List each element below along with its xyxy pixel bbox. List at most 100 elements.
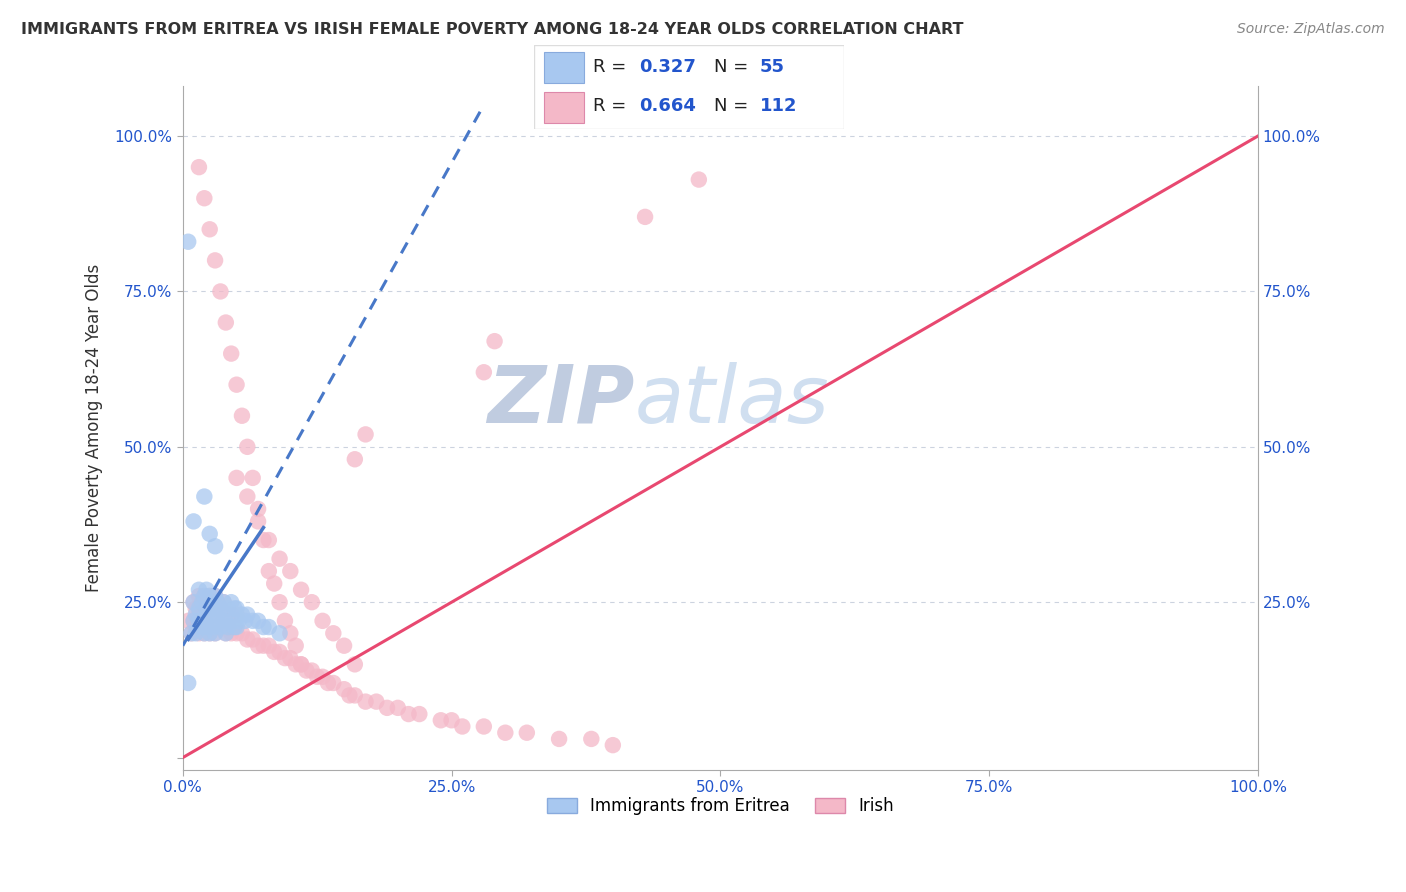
Point (233, 614, 256, 628)
Point (219, 595, 242, 609)
Legend: Immigrants from Eritrea, Irish: Immigrants from Eritrea, Irish (538, 789, 903, 823)
Point (193, 614, 215, 628)
Point (215, 626, 238, 640)
Point (688, 172, 710, 186)
Point (219, 607, 242, 622)
Point (188, 607, 211, 622)
Point (204, 626, 226, 640)
Point (188, 614, 211, 628)
Y-axis label: Female Poverty Among 18-24 Year Olds: Female Poverty Among 18-24 Year Olds (86, 264, 103, 592)
Text: N =: N = (714, 59, 754, 77)
Point (472, 365, 495, 379)
Point (207, 614, 229, 628)
Point (278, 626, 301, 640)
Point (193, 626, 215, 640)
Text: N =: N = (714, 96, 754, 114)
Point (193, 490, 215, 504)
Point (177, 676, 200, 690)
Point (207, 595, 229, 609)
Point (188, 601, 211, 615)
Point (343, 689, 366, 703)
Point (225, 471, 247, 485)
Point (263, 645, 285, 659)
Point (204, 253, 226, 268)
Point (219, 346, 242, 360)
Point (295, 664, 318, 678)
Point (225, 607, 247, 622)
Point (204, 589, 226, 603)
Point (193, 589, 215, 603)
Point (322, 626, 344, 640)
Point (602, 738, 624, 752)
Point (188, 160, 211, 174)
Point (193, 589, 215, 603)
Point (284, 639, 307, 653)
Point (430, 713, 453, 727)
Point (209, 601, 232, 615)
Point (198, 626, 221, 640)
Point (581, 731, 603, 746)
Point (204, 539, 226, 553)
Point (278, 564, 301, 578)
Point (225, 620, 247, 634)
FancyBboxPatch shape (534, 45, 844, 129)
Point (484, 334, 506, 348)
Point (236, 607, 259, 622)
Point (366, 695, 388, 709)
Point (301, 595, 323, 609)
Point (343, 657, 366, 672)
Text: Source: ZipAtlas.com: Source: ZipAtlas.com (1237, 22, 1385, 37)
Point (274, 614, 297, 628)
Point (209, 620, 232, 634)
Point (198, 589, 221, 603)
Text: R =: R = (593, 59, 633, 77)
Point (252, 533, 274, 547)
Point (217, 601, 239, 615)
Text: 55: 55 (761, 59, 785, 77)
Point (183, 614, 205, 628)
Point (195, 620, 218, 634)
Point (207, 595, 229, 609)
Point (257, 620, 280, 634)
Point (204, 626, 226, 640)
Point (252, 639, 274, 653)
Point (354, 695, 377, 709)
Point (201, 595, 224, 609)
Point (236, 440, 259, 454)
Point (301, 664, 323, 678)
Point (184, 620, 207, 634)
Point (247, 639, 270, 653)
Point (184, 626, 207, 640)
Point (252, 620, 274, 634)
Point (263, 576, 285, 591)
Point (339, 689, 361, 703)
Point (201, 601, 224, 615)
Point (472, 719, 495, 733)
Point (193, 191, 215, 205)
Point (184, 607, 207, 622)
Point (387, 701, 409, 715)
Point (198, 626, 221, 640)
Point (408, 707, 430, 722)
Point (183, 614, 205, 628)
Point (204, 607, 226, 622)
Point (215, 607, 238, 622)
Point (354, 427, 377, 442)
Point (290, 657, 312, 672)
Point (228, 614, 250, 628)
Point (269, 645, 291, 659)
Point (191, 614, 214, 628)
Point (225, 601, 247, 615)
Point (201, 620, 224, 634)
Point (217, 620, 239, 634)
Point (231, 607, 253, 622)
Point (201, 614, 224, 628)
Point (198, 607, 221, 622)
Point (236, 632, 259, 647)
Point (343, 452, 366, 467)
Text: 0.664: 0.664 (640, 96, 696, 114)
Point (215, 607, 238, 622)
Point (290, 582, 312, 597)
Point (184, 601, 207, 615)
Point (224, 601, 246, 615)
